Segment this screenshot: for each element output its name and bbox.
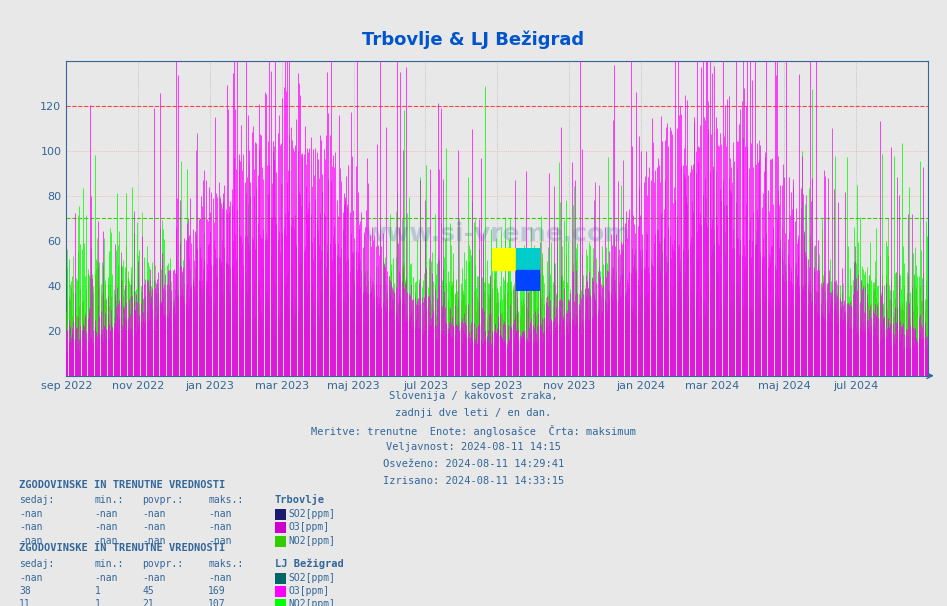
Text: maks.:: maks.:	[208, 495, 243, 505]
Text: 21: 21	[142, 599, 153, 606]
Text: O3[ppm]: O3[ppm]	[289, 586, 330, 596]
Text: -nan: -nan	[142, 509, 166, 519]
Text: www.si-vreme.com: www.si-vreme.com	[364, 222, 631, 246]
Text: maks.:: maks.:	[208, 559, 243, 568]
Text: Slovenija / kakovost zraka,: Slovenija / kakovost zraka,	[389, 391, 558, 401]
Text: min.:: min.:	[95, 495, 124, 505]
Text: -nan: -nan	[19, 536, 43, 545]
Text: LJ Bežigrad: LJ Bežigrad	[275, 558, 344, 568]
Text: NO2[ppm]: NO2[ppm]	[289, 536, 336, 545]
Bar	[516, 270, 540, 291]
Text: min.:: min.:	[95, 559, 124, 568]
Text: Izrisano: 2024-08-11 14:33:15: Izrisano: 2024-08-11 14:33:15	[383, 476, 564, 486]
Bar	[516, 248, 540, 270]
Text: -nan: -nan	[142, 573, 166, 582]
Text: -nan: -nan	[208, 573, 232, 582]
Text: Osveženo: 2024-08-11 14:29:41: Osveženo: 2024-08-11 14:29:41	[383, 459, 564, 469]
Text: Trbovlje & LJ Bežigrad: Trbovlje & LJ Bežigrad	[363, 30, 584, 48]
Text: O3[ppm]: O3[ppm]	[289, 522, 330, 532]
Text: -nan: -nan	[208, 536, 232, 545]
Text: SO2[ppm]: SO2[ppm]	[289, 509, 336, 519]
Text: -nan: -nan	[95, 522, 118, 532]
Text: Trbovlje: Trbovlje	[275, 494, 325, 505]
Text: 45: 45	[142, 586, 153, 596]
Text: ZGODOVINSKE IN TRENUTNE VREDNOSTI: ZGODOVINSKE IN TRENUTNE VREDNOSTI	[19, 480, 225, 490]
Text: NO2[ppm]: NO2[ppm]	[289, 599, 336, 606]
Text: ZGODOVINSKE IN TRENUTNE VREDNOSTI: ZGODOVINSKE IN TRENUTNE VREDNOSTI	[19, 544, 225, 553]
Text: -nan: -nan	[95, 536, 118, 545]
Text: -nan: -nan	[95, 509, 118, 519]
Text: -nan: -nan	[142, 536, 166, 545]
Text: -nan: -nan	[208, 509, 232, 519]
Text: sedaj:: sedaj:	[19, 495, 54, 505]
Text: -nan: -nan	[95, 573, 118, 582]
Text: -nan: -nan	[142, 522, 166, 532]
Text: Veljavnost: 2024-08-11 14:15: Veljavnost: 2024-08-11 14:15	[386, 442, 561, 452]
Text: povpr.:: povpr.:	[142, 495, 183, 505]
Text: 38: 38	[19, 586, 30, 596]
Bar	[492, 248, 516, 270]
Text: -nan: -nan	[19, 522, 43, 532]
Text: povpr.:: povpr.:	[142, 559, 183, 568]
Text: 11: 11	[19, 599, 30, 606]
Text: 169: 169	[208, 586, 226, 596]
Text: SO2[ppm]: SO2[ppm]	[289, 573, 336, 582]
Text: zadnji dve leti / en dan.: zadnji dve leti / en dan.	[396, 408, 551, 418]
Text: sedaj:: sedaj:	[19, 559, 54, 568]
Text: -nan: -nan	[208, 522, 232, 532]
Text: Meritve: trenutne  Enote: anglosašce  Črta: maksimum: Meritve: trenutne Enote: anglosašce Črta…	[311, 425, 636, 437]
Text: -nan: -nan	[19, 573, 43, 582]
Text: -nan: -nan	[19, 509, 43, 519]
Text: 107: 107	[208, 599, 226, 606]
Text: 1: 1	[95, 586, 100, 596]
Text: 1: 1	[95, 599, 100, 606]
